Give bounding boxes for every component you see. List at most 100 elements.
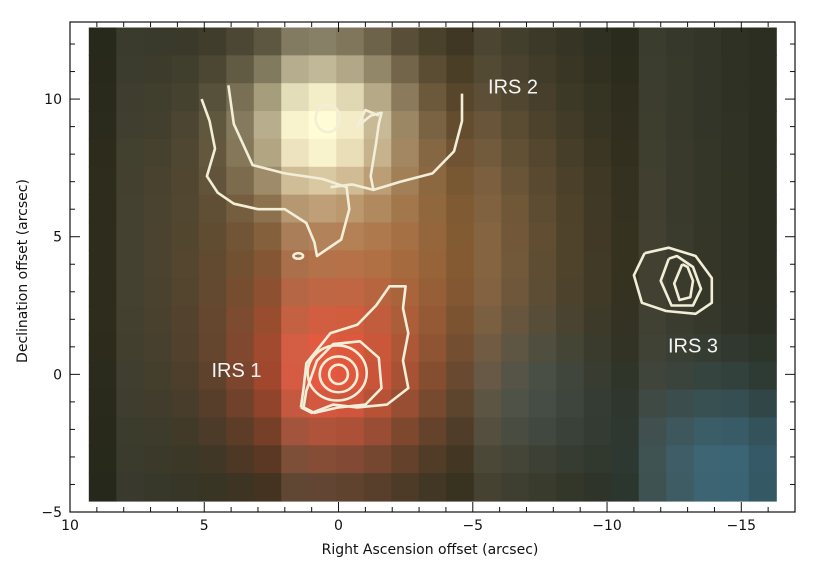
heatmap-cell: [556, 166, 585, 196]
heatmap-cell: [418, 83, 447, 112]
heatmap-cell: [446, 445, 475, 474]
irs2-contour: [330, 93, 464, 192]
heatmap-cell: [391, 250, 420, 279]
heatmap-cell: [446, 55, 475, 84]
heatmap-cell: [446, 83, 475, 112]
small-contour: [292, 251, 305, 261]
heatmap-cell: [198, 278, 227, 307]
heatmap-cell: [198, 306, 227, 335]
contour-layer: [200, 85, 714, 415]
heatmap-cell: [638, 194, 667, 224]
heatmap-cell: [666, 83, 695, 112]
heatmap-cell: [473, 194, 502, 224]
heatmap-cell: [528, 250, 557, 279]
heatmap-cell: [253, 361, 282, 391]
heatmap-cell: [281, 138, 310, 168]
heatmap-cell: [116, 194, 145, 224]
heatmap-cell: [336, 361, 365, 391]
heatmap-cell: [528, 417, 557, 446]
heatmap-cell: [556, 473, 585, 502]
irs1-contour: [318, 355, 359, 394]
heatmap-cell: [171, 389, 200, 419]
heatmap-cell: [391, 111, 420, 140]
heatmap-cell: [473, 27, 502, 56]
heatmap-cell: [336, 83, 365, 112]
heatmap-cell: [391, 417, 420, 446]
heatmap-cell: [418, 27, 447, 56]
heatmap-cell: [143, 194, 172, 224]
heatmap-cell: [583, 55, 612, 84]
heatmap-cell: [116, 222, 145, 251]
heatmap-cell: [528, 333, 557, 363]
y-tick-label: −5: [41, 505, 62, 521]
heatmap-cell: [748, 27, 777, 56]
heatmap-cell: [88, 417, 117, 446]
heatmap-cell: [143, 389, 172, 419]
heatmap-cell: [391, 55, 420, 84]
heatmap-cell: [666, 55, 695, 84]
heatmap-cell: [638, 389, 667, 419]
heatmap-cell: [528, 166, 557, 196]
heatmap-cell: [501, 361, 530, 391]
heatmap-cell: [583, 111, 612, 140]
heatmap-cell: [556, 278, 585, 307]
heatmap-cell: [446, 278, 475, 307]
heatmap-cell: [473, 138, 502, 168]
heatmap-cell: [666, 473, 695, 502]
irs1-contour: [299, 285, 410, 415]
heatmap-cell: [748, 278, 777, 307]
heatmap-cell: [583, 417, 612, 446]
heatmap-cell: [308, 306, 337, 335]
heatmap-cell: [363, 222, 392, 251]
heatmap-cell: [528, 389, 557, 419]
heatmap-cell: [253, 111, 282, 140]
heatmap-cell: [88, 333, 117, 363]
heatmap-cell: [473, 333, 502, 363]
heatmap-cell: [88, 111, 117, 140]
heatmap-cell: [693, 473, 722, 502]
heatmap-cell: [116, 166, 145, 196]
heatmap-cell: [226, 222, 255, 251]
heatmap-cell: [556, 250, 585, 279]
heatmap-cell: [721, 445, 750, 474]
x-tick-label: 5: [200, 518, 209, 534]
heatmap-cell: [253, 306, 282, 335]
heatmap-cell: [611, 333, 640, 363]
heatmap-cell: [171, 55, 200, 84]
heatmap-cell: [611, 222, 640, 251]
x-tick-label: −10: [592, 518, 622, 534]
heatmap-cell: [281, 83, 310, 112]
heatmap-cell: [583, 361, 612, 391]
heatmap-cell: [638, 417, 667, 446]
heatmap-cell: [748, 306, 777, 335]
heatmap-cell: [253, 473, 282, 502]
heatmap-cell: [363, 27, 392, 56]
heatmap-cell: [666, 417, 695, 446]
heatmap-cell: [446, 138, 475, 168]
heatmap-cell: [281, 27, 310, 56]
heatmap-cell: [501, 445, 530, 474]
heatmap-cell: [446, 27, 475, 56]
heatmap-cell: [198, 333, 227, 363]
heatmap-cell: [693, 111, 722, 140]
heatmap-cell: [501, 417, 530, 446]
heatmap-cell: [198, 166, 227, 196]
heatmap-cell: [583, 333, 612, 363]
heatmap-cell: [143, 138, 172, 168]
heatmap-cell: [693, 333, 722, 363]
heatmap-cell: [418, 166, 447, 196]
heatmap-cell: [253, 389, 282, 419]
heatmap-cell: [336, 278, 365, 307]
heatmap-cell: [253, 138, 282, 168]
heatmap-cell: [583, 138, 612, 168]
heatmap-cell: [583, 445, 612, 474]
heatmap-cell: [611, 445, 640, 474]
heatmap-cell: [198, 445, 227, 474]
heatmap-cell: [501, 250, 530, 279]
heatmap-cell: [693, 417, 722, 446]
heatmap-cell: [721, 278, 750, 307]
heatmap-cell: [88, 83, 117, 112]
heatmap-cell: [611, 27, 640, 56]
heatmap-cell: [116, 83, 145, 112]
heatmap-cell: [473, 111, 502, 140]
